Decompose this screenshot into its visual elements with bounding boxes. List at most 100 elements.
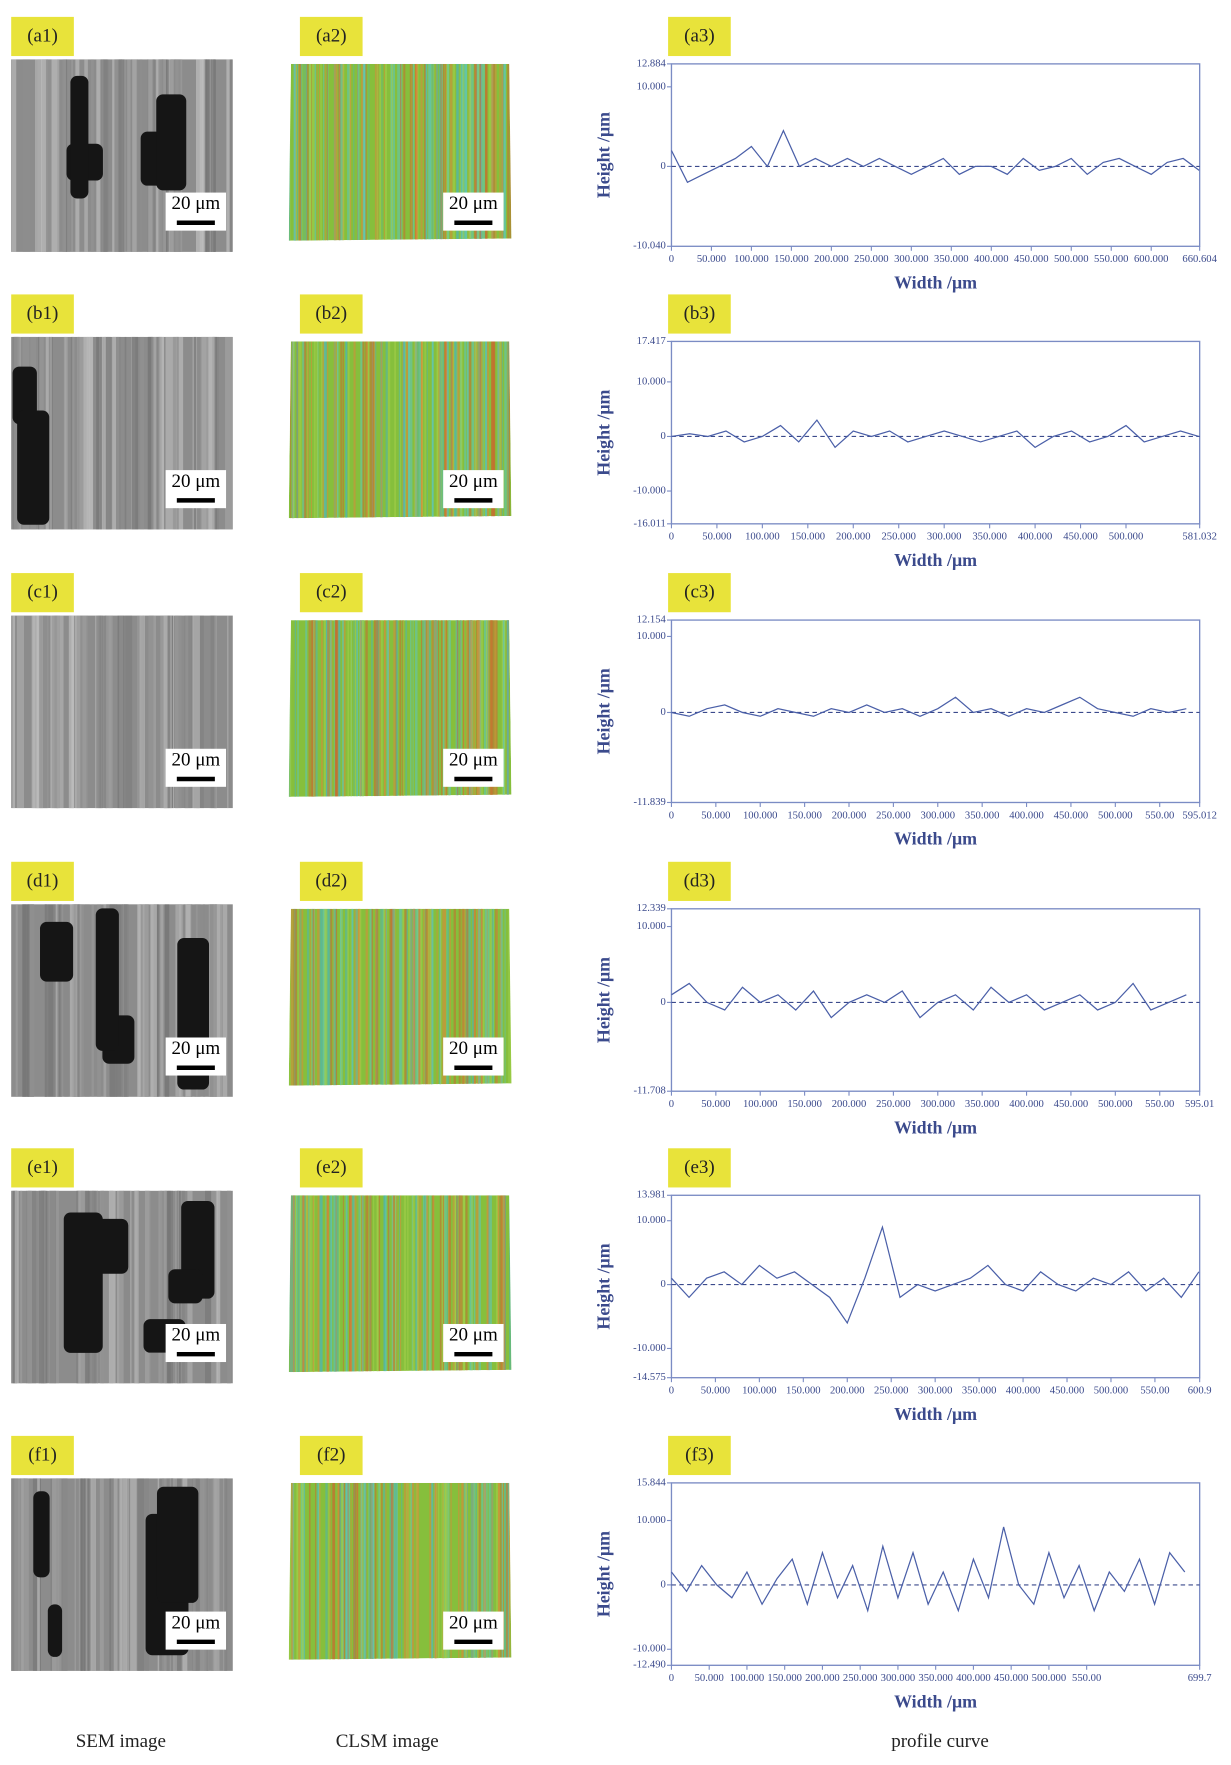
x-tick-label: 150.000 [791,532,826,543]
label-box [299,861,363,901]
x-tick-label: 100.000 [742,1386,777,1397]
scale-bar-label: 20 μm [449,749,498,770]
y-tick-label: 10.000 [637,376,666,387]
x-tick-label: 50.000 [695,1673,724,1684]
x-tick-label: 350.000 [972,532,1007,543]
x-tick-label: 100.000 [743,810,778,821]
x-tick-label: 150.000 [787,1099,822,1110]
x-tick-label: 300.000 [894,254,929,265]
y-tick-label: 0 [661,431,666,442]
x-tick-label: 600.9 [1188,1386,1212,1397]
plot-frame [670,340,1201,525]
y-tick-label: 10.000 [637,921,666,932]
x-tick-label: 300.000 [927,532,962,543]
x-tick-label: 550.00 [1072,1673,1101,1684]
scale-bar-label: 20 μm [449,193,498,214]
panel-label: (c1) [27,582,58,603]
y-axis-label: Height /μm [594,668,614,754]
x-tick-label: 300.000 [881,1673,916,1684]
x-tick-label: 450.000 [1054,810,1089,821]
x-tick-label: 0 [669,532,674,543]
x-tick-label: 350.000 [918,1673,953,1684]
x-tick-label: 699.7 [1188,1673,1212,1684]
x-tick-label: 550.00 [1140,1386,1169,1397]
x-tick-label: 100.000 [745,532,780,543]
x-tick-label: 250.000 [876,810,911,821]
sem-image [11,336,233,530]
chart-title: (c3) [684,582,715,603]
x-tick-label: 450.000 [1014,254,1049,265]
y-axis-label: Height /μm [594,389,614,475]
scale-bar-label: 20 μm [449,1612,498,1633]
x-axis-label: Width /μm [894,1691,977,1711]
x-tick-label: 200.000 [814,254,849,265]
chart-title: (d3) [684,870,716,891]
scale-bar-label: 20 μm [171,1038,220,1059]
y-axis-label: Height /μm [594,1243,614,1329]
plot-frame [670,63,1201,247]
label-box [11,294,74,334]
scale-bar-label: 20 μm [171,193,220,214]
profile-line [671,419,1199,449]
x-tick-label: 500.000 [1094,1386,1129,1397]
profile-line [670,129,1200,184]
x-tick-label: 550.000 [1094,254,1129,265]
y-axis-label: Height /μm [594,112,614,198]
y-axis-label: Height /μm [594,1531,614,1617]
x-tick-label: 100.000 [730,1673,765,1684]
y-tick-label: -16.011 [633,518,665,529]
x-tick-label: 250.000 [876,1099,911,1110]
y-tick-label: -10.000 [633,1343,666,1354]
y-tick-label: -12.490 [633,1660,666,1671]
y-tick-label: -10.040 [633,241,666,252]
plot-frame [670,908,1201,1092]
y-tick-label: -11.839 [633,797,665,808]
x-axis-label: Width /μm [894,550,977,570]
profile-line [670,1526,1186,1613]
x-tick-label: 500.000 [1098,810,1133,821]
label-box [299,16,363,57]
y-tick-label: 17.417 [637,336,666,347]
column-caption: CLSM image [336,1731,439,1752]
x-tick-label: 400.000 [956,1673,991,1684]
x-tick-label: 600.000 [1134,254,1169,265]
x-tick-label: 0 [669,1099,674,1110]
label-box [11,1435,74,1476]
y-tick-label: 12.339 [637,903,666,914]
x-tick-label: 350.000 [965,810,1000,821]
x-tick-label: 100.000 [734,254,769,265]
scale-bar-label: 20 μm [171,749,220,770]
plot-frame [670,1194,1201,1379]
panel-label: (f2) [317,1444,346,1465]
scale-bar-label: 20 μm [171,1612,220,1633]
x-tick-label: 50.000 [701,810,730,821]
x-axis-label: Width /μm [894,829,977,849]
label-box [11,16,74,57]
y-tick-label: 0 [661,161,666,172]
plot-frame [670,1482,1201,1666]
x-tick-label: 0 [669,254,674,265]
sem-image [11,59,233,252]
label-box [668,573,731,613]
x-tick-label: 50.000 [701,1099,730,1110]
scale-bar-label: 20 μm [449,471,498,492]
panel-label: (d2) [315,870,347,891]
panel-label: (e2) [316,1157,347,1178]
x-tick-label: 400.000 [1009,810,1044,821]
y-tick-label: 15.844 [637,1477,667,1488]
x-tick-label: 581.032 [1182,532,1217,543]
x-axis-label: Width /μm [894,272,977,292]
label-box [11,573,74,613]
x-tick-label: 50.000 [701,1386,730,1397]
column-caption: profile curve [891,1731,989,1752]
x-tick-label: 660.604 [1182,254,1217,265]
x-tick-label: 400.000 [974,254,1009,265]
label-box [668,1148,731,1188]
column-caption: SEM image [76,1731,166,1752]
scale-bar-label: 20 μm [449,1038,498,1059]
y-tick-label: 0 [661,997,666,1008]
scale-bar-label: 20 μm [171,471,220,492]
x-tick-label: 250.000 [854,254,889,265]
